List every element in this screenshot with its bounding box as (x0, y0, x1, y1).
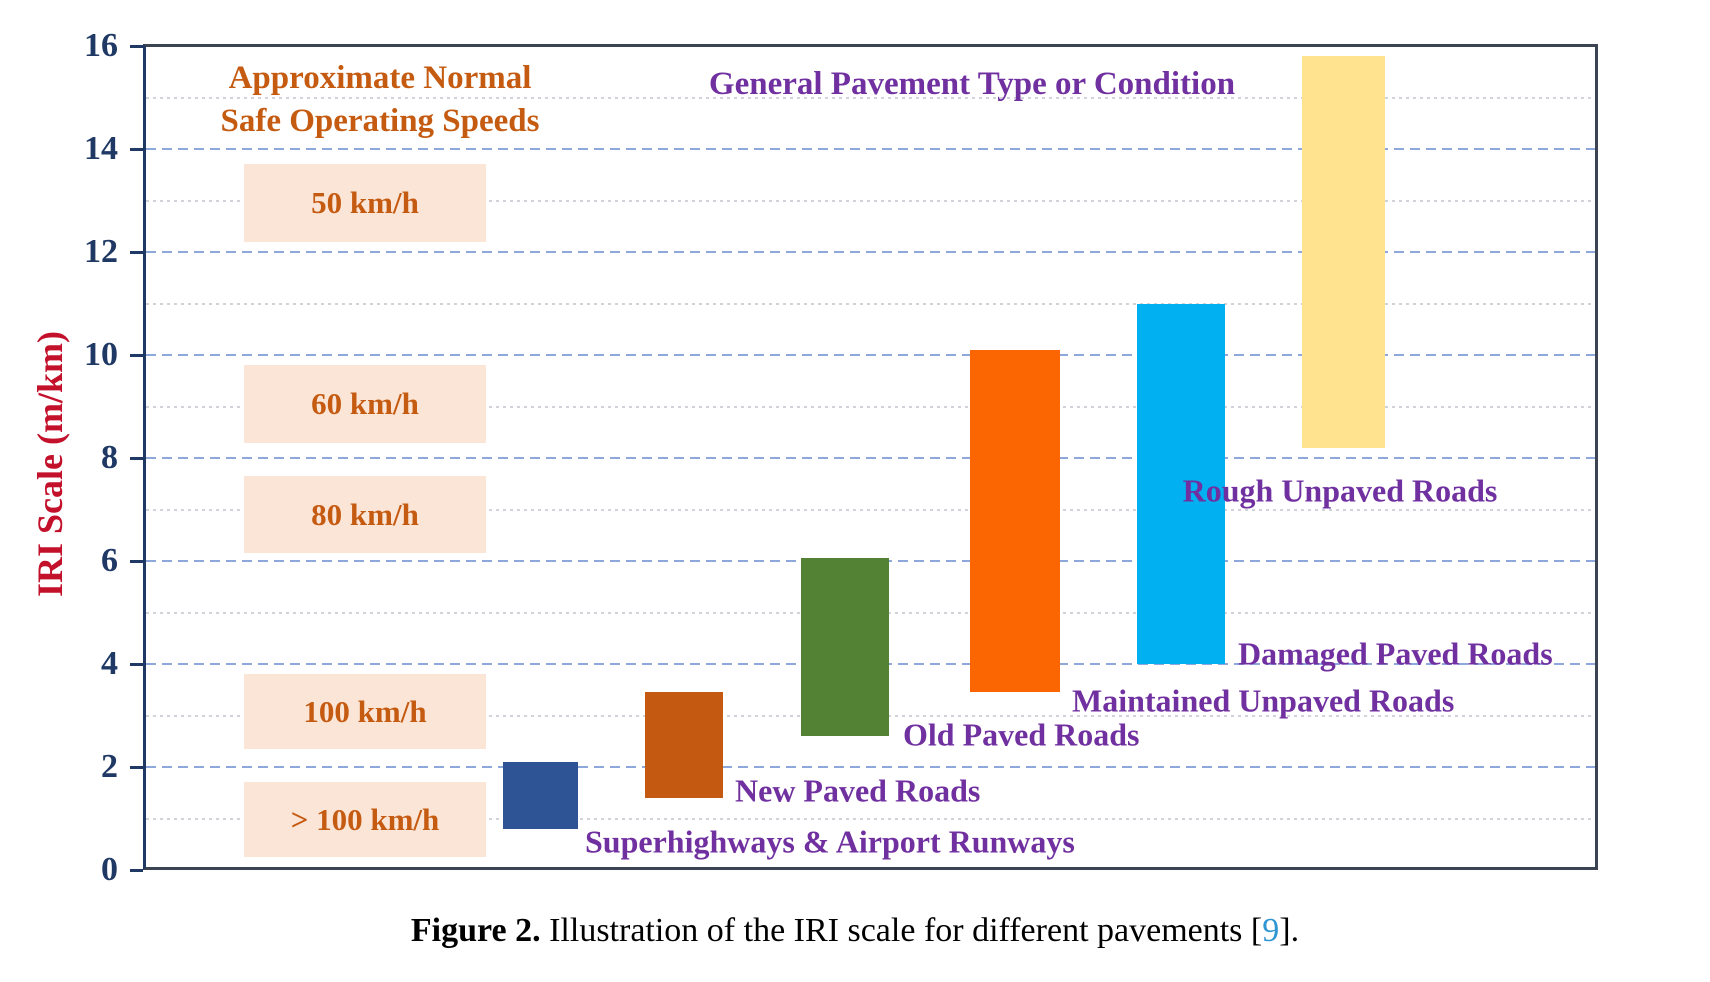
y-tick-16 (130, 44, 143, 48)
bar-superhighways-airport-runways (503, 761, 578, 829)
speed-box-80-km-h: 80 km/h (244, 476, 486, 554)
y-tick-label-6: 6 (101, 542, 118, 579)
figure-caption: Figure 2. Illustration of the IRI scale … (0, 912, 1710, 950)
gridline-14 (146, 148, 1595, 150)
speed-box-100-km-h: > 100 km/h (244, 782, 486, 858)
y-tick-10 (130, 353, 143, 357)
bar-rough-unpaved-roads (1302, 56, 1385, 448)
gridline-7 (146, 508, 1595, 511)
bar-new-paved-roads (645, 692, 723, 798)
y-tick-label-0: 0 (101, 851, 118, 888)
y-tick-2 (130, 765, 143, 769)
bar-old-paved-roads (801, 558, 889, 737)
y-tick-label-14: 14 (84, 130, 118, 167)
figure-caption-text: Illustration of the IRI scale for differ… (549, 912, 1243, 949)
y-tick-8 (130, 456, 143, 460)
y-tick-label-16: 16 (84, 27, 118, 64)
chart-title-speeds: Approximate Normal Safe Operating Speeds (220, 57, 539, 143)
chart-title-pavement: General Pavement Type or Condition (708, 66, 1236, 102)
gridline-9 (146, 405, 1595, 408)
y-tick-12 (130, 250, 143, 254)
gridline-15 (146, 96, 1595, 99)
bar-label-new-paved-roads: New Paved Roads (735, 772, 981, 809)
speed-box-60-km-h: 60 km/h (244, 365, 486, 443)
chart-title-speeds-line1: Approximate Normal (228, 60, 532, 96)
y-tick-label-4: 4 (101, 645, 118, 682)
bar-label-rough-unpaved-roads: Rough Unpaved Roads (1182, 472, 1498, 509)
bar-label-maintained-unpaved-roads: Maintained Unpaved Roads (1072, 682, 1455, 719)
citation-9: 9 (1262, 912, 1280, 949)
y-tick-label-12: 12 (84, 233, 118, 270)
gridline-1 (146, 817, 1595, 820)
figure-caption-label: Figure 2. (410, 912, 541, 949)
gridline-13 (146, 199, 1595, 202)
gridline-10 (146, 354, 1595, 356)
figure-caption-ref: [9]. (1250, 912, 1300, 949)
y-tick-label-8: 8 (101, 439, 118, 476)
bar-label-damaged-paved-roads: Damaged Paved Roads (1238, 635, 1553, 672)
chart-title-speeds-line2: Safe Operating Speeds (220, 103, 540, 139)
gridline-2 (146, 766, 1595, 768)
gridline-8 (146, 457, 1595, 459)
speed-box-100-km-h: 100 km/h (244, 674, 486, 749)
y-tick-label-10: 10 (84, 336, 118, 373)
y-tick-4 (130, 662, 143, 666)
bar-label-old-paved-roads: Old Paved Roads (903, 716, 1140, 753)
gridline-12 (146, 251, 1595, 253)
y-tick-0 (130, 868, 143, 872)
y-tick-6 (130, 559, 143, 563)
bar-damaged-paved-roads (1137, 303, 1225, 664)
bar-label-superhighways-airport-runways: Superhighways & Airport Runways (585, 823, 1075, 860)
y-tick-label-2: 2 (101, 748, 118, 785)
y-tick-14 (130, 147, 143, 151)
bar-maintained-unpaved-roads (970, 349, 1060, 693)
speed-box-50-km-h: 50 km/h (244, 164, 486, 242)
gridline-11 (146, 302, 1595, 305)
